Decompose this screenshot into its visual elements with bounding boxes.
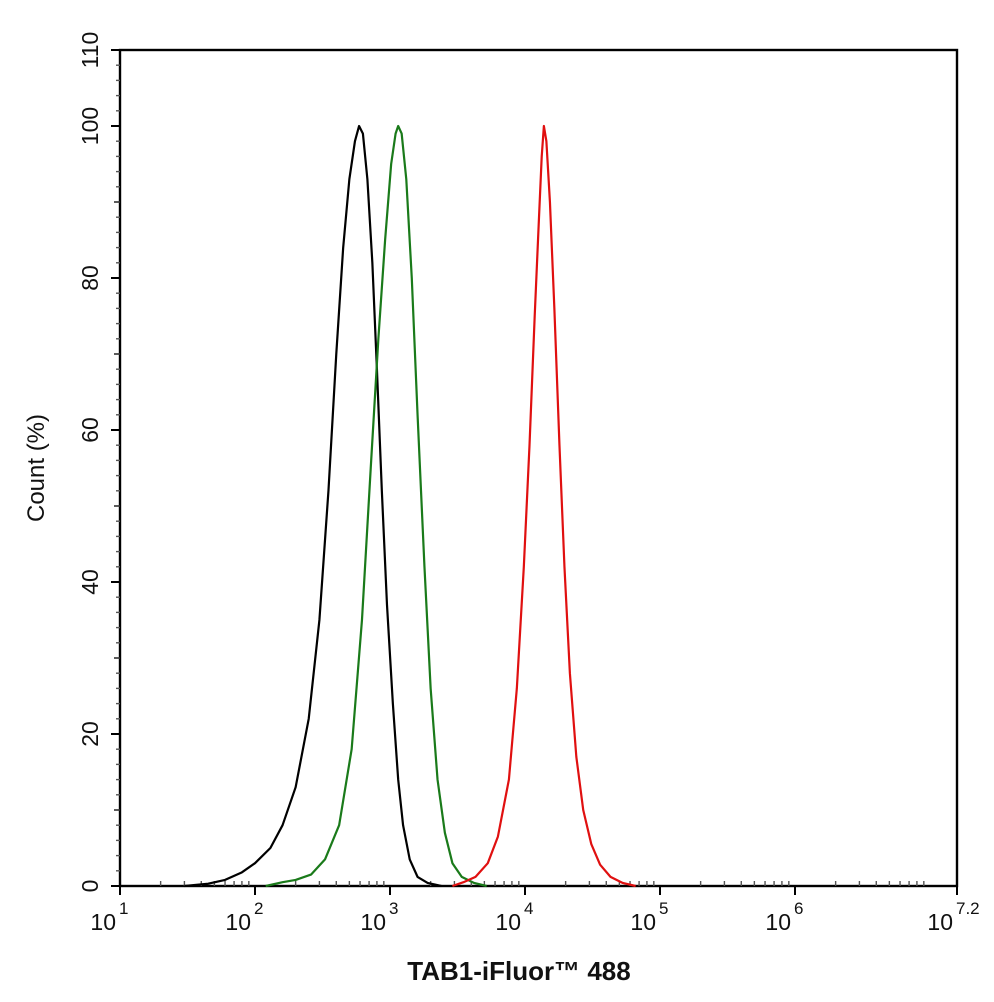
y-tick-label: 60 [77, 417, 103, 443]
histogram-series-2 [265, 124, 487, 888]
x-tick-label-exponent: 1 [119, 899, 128, 918]
y-tick-label: 40 [77, 569, 103, 595]
x-tick-label-base: 10 [630, 909, 656, 935]
x-tick-label-exponent: 7.2 [956, 899, 980, 918]
y-axis-label: Count (%) [23, 414, 50, 522]
x-tick-label-base: 10 [360, 909, 386, 935]
major-ticks [111, 49, 958, 895]
y-tick-label: 100 [77, 107, 103, 145]
minor-ticks [114, 64, 925, 886]
plot-area [118, 48, 959, 888]
y-tick-label: 20 [77, 721, 103, 747]
series-group [184, 124, 636, 888]
plot-frame [118, 48, 959, 888]
x-tick-label-exponent: 4 [524, 899, 533, 918]
x-tick-label-base: 10 [927, 909, 953, 935]
y-tick-label: 80 [77, 265, 103, 291]
x-axis-label: TAB1-iFluor™ 488 [407, 956, 630, 986]
histogram-series-1 [184, 124, 442, 888]
histogram-series-3 [452, 124, 636, 888]
x-tick-label-base: 10 [495, 909, 521, 935]
x-tick-label-base: 10 [90, 909, 116, 935]
x-tick-label-base: 10 [225, 909, 251, 935]
x-tick-label-exponent: 5 [659, 899, 668, 918]
y-tick-label: 0 [77, 880, 103, 893]
x-tick-label-base: 10 [765, 909, 791, 935]
x-tick-label-exponent: 3 [389, 899, 398, 918]
y-tick-label: 110 [77, 32, 103, 69]
x-tick-label-exponent: 2 [254, 899, 263, 918]
y-tick-labels: 0 20 40 60 80 100 110 [77, 32, 103, 893]
x-tick-label-exponent: 6 [794, 899, 803, 918]
